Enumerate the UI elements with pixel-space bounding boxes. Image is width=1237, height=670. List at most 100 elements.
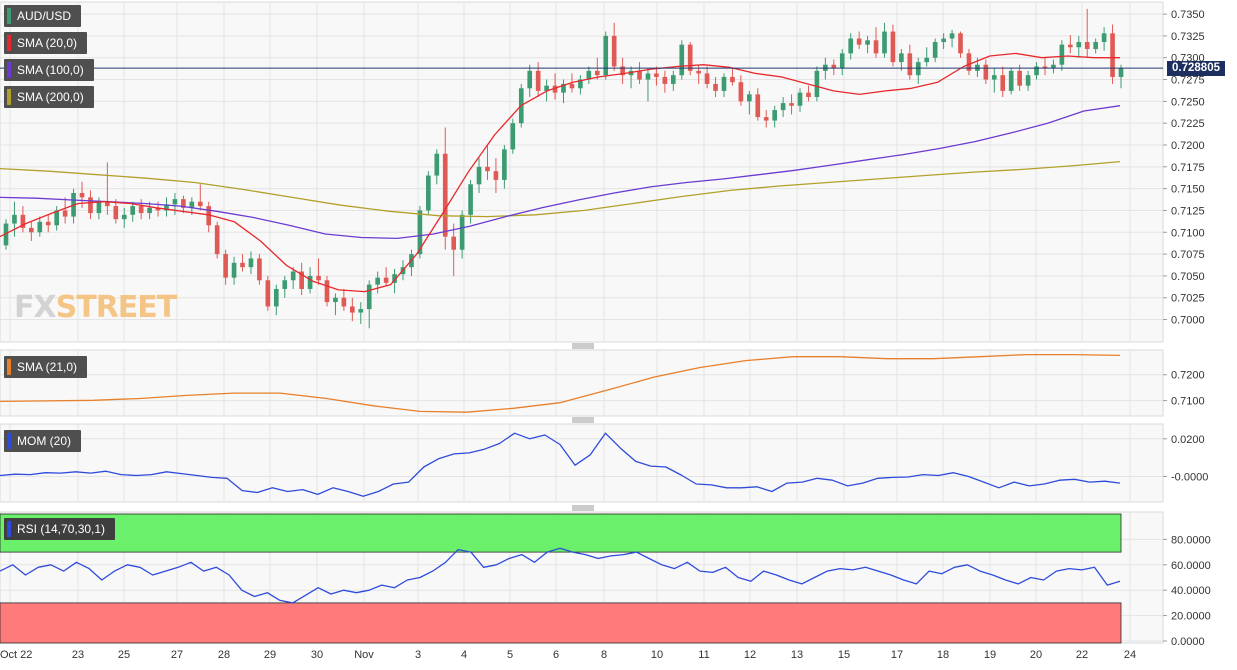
candle-body	[240, 262, 245, 268]
x-tick-label: 11	[698, 649, 709, 661]
legend-sma20[interactable]: SMA (20,0)	[4, 32, 88, 54]
candle-body	[662, 76, 668, 84]
candle-body	[164, 204, 169, 211]
candle-body	[991, 75, 997, 80]
legend-rsi[interactable]: RSI (14,70,30,1)	[4, 518, 116, 540]
candle-body	[535, 70, 541, 91]
candle-body	[155, 207, 161, 211]
candle-body	[1101, 33, 1107, 43]
candle-body	[172, 199, 178, 205]
panel-bg-1	[0, 349, 1164, 417]
candle-body	[350, 306, 355, 313]
candle-body	[113, 206, 119, 220]
legend-sma100-label: SMA (100,0)	[17, 63, 84, 77]
candle-body	[806, 92, 811, 98]
candle-body	[704, 73, 710, 84]
candle-body	[62, 210, 68, 217]
fxstreet-watermark: FXSTREET	[14, 290, 177, 325]
candle-body	[544, 85, 549, 91]
sma200-color-swatch	[7, 89, 11, 105]
candle-body	[932, 42, 938, 58]
legend-mom[interactable]: MOM (20)	[4, 430, 81, 452]
x-tick-label: 15	[838, 649, 850, 661]
candle-body	[333, 297, 338, 303]
candle-body	[248, 258, 254, 268]
x-tick-label: Oct 22	[0, 649, 32, 661]
candle-body	[772, 110, 777, 121]
candle-body	[417, 210, 423, 255]
candle-body	[273, 288, 279, 307]
candle-body	[257, 258, 262, 281]
price-tag-value: 0.728805	[1172, 61, 1220, 74]
legend-symbol-label: AUD/USD	[17, 9, 72, 23]
legend-rsi-label: RSI (14,70,30,1)	[17, 522, 106, 536]
candle-body	[1059, 44, 1065, 65]
candle-body	[265, 280, 271, 307]
legend-symbol[interactable]: AUD/USD	[4, 5, 82, 27]
candle-body	[1000, 75, 1006, 91]
candle-body	[130, 206, 136, 215]
candle-body	[510, 123, 516, 150]
sma20-color-swatch	[7, 35, 11, 51]
candle-body	[958, 33, 963, 54]
y-tick-label: -0.0000	[1171, 471, 1208, 483]
candle-body	[223, 254, 228, 278]
x-axis-labels: Oct 22 23 25 27 28 29 30 Nov 3 4 5 6 8 10 11 12 13 15 17 18…	[0, 649, 1136, 661]
candle-body	[299, 271, 304, 289]
candle-body	[282, 280, 288, 289]
candle-body	[3, 223, 9, 246]
candle-body	[569, 83, 575, 89]
candle-body	[290, 271, 296, 281]
y-tick-label: 40.0000	[1171, 585, 1211, 597]
candle-body	[730, 76, 735, 83]
y-tick-label: 0.7125	[1171, 205, 1205, 217]
candle-body	[882, 31, 887, 54]
y-tick-label: 0.7050	[1171, 271, 1205, 283]
indicator-lines	[0, 52, 1163, 604]
candle-body	[1034, 66, 1039, 76]
y-tick-label: 0.7150	[1171, 184, 1205, 196]
x-tick-label: 18	[937, 649, 949, 661]
rsi-oversold-zone	[0, 602, 1122, 644]
x-tick-label: 22	[1076, 649, 1088, 661]
candle-body	[375, 277, 380, 285]
candle-body	[637, 70, 642, 80]
legend-sma200-label: SMA (200,0)	[17, 90, 84, 104]
candle-body	[45, 221, 51, 226]
legend-sma21-label: SMA (21,0)	[17, 360, 78, 374]
candle-body	[1084, 42, 1090, 50]
y-tick-label: 0.0000	[1171, 636, 1205, 648]
candle-body	[654, 73, 659, 77]
y-tick-label: 0.7200	[1171, 370, 1205, 382]
x-tick-label: 6	[553, 649, 559, 661]
legend-sma200[interactable]: SMA (200,0)	[4, 86, 94, 108]
candle-body	[231, 262, 237, 278]
y-tick-label: 0.7175	[1171, 162, 1205, 174]
y-tick-label: 80.0000	[1171, 534, 1211, 546]
candle-body	[459, 214, 465, 250]
y-tick-label: 0.7025	[1171, 293, 1205, 305]
candle-body	[670, 75, 676, 84]
symbol-color-swatch	[7, 8, 11, 24]
x-tick-label: 8	[601, 649, 607, 661]
candle-body	[856, 38, 862, 45]
rsi-line	[0, 547, 1121, 604]
candle-body	[358, 309, 364, 313]
sma20-line	[0, 52, 1120, 293]
sma21-line	[0, 353, 1121, 413]
legend-sma100[interactable]: SMA (100,0)	[4, 59, 94, 81]
x-tick-label: 13	[791, 649, 803, 661]
candle-body	[586, 70, 592, 80]
candle-body	[392, 274, 397, 283]
candle-body	[1051, 64, 1056, 69]
candle-body	[1008, 70, 1014, 91]
sma200-line	[0, 160, 1121, 218]
y-tick-label: 0.7000	[1171, 315, 1205, 327]
candle-body	[1017, 70, 1022, 86]
legend-sma21[interactable]: SMA (21,0)	[4, 356, 88, 378]
candle-body	[147, 207, 152, 214]
candle-body	[1067, 44, 1073, 48]
candle-body	[1093, 42, 1098, 50]
x-tick-label: 5	[507, 649, 513, 661]
